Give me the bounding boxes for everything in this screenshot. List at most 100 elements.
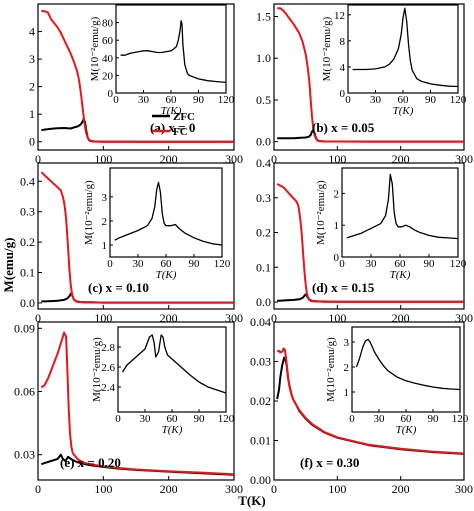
inset-d-y-tick-label: 1: [334, 220, 340, 232]
inset-curve: [355, 338, 461, 391]
inset-a-x-tick-label: 0: [113, 94, 119, 106]
series-fc-line: [40, 171, 234, 304]
inset-a-y-tick-label: 20: [102, 70, 114, 82]
panel-f-x-tick-label: 300: [455, 482, 473, 496]
series-fc-line: [276, 347, 465, 455]
inset-e-y-tick-label: 2.4: [101, 382, 115, 394]
panel-e-y-tick-label: 0.03: [14, 448, 35, 462]
inset-d: 0 30 60 90 120 0 1 2 T(K) M(10⁻²emu/g): [315, 167, 467, 281]
inset-d-y-tick-label: 2: [334, 188, 340, 200]
main-x-axis-label: T(K): [238, 493, 265, 508]
inset-x-axis-label: T(K): [396, 424, 417, 436]
panel-e-y-tick-label: 0.09: [14, 321, 35, 335]
inset-c-frame: [109, 167, 223, 258]
inset-a-y-tick-label: 0: [108, 88, 114, 100]
inset-d-x-tick-label: 0: [339, 258, 345, 270]
inset-x-axis-label: T(K): [390, 269, 411, 281]
inset-f-x-tick-label: 30: [374, 413, 386, 425]
panel-e-x-tick-label: 100: [94, 482, 112, 496]
inset-a-y-tick-label: 80: [102, 18, 114, 30]
inset-a-y-tick-label: 60: [102, 35, 114, 47]
inset-a-x-tick-label: 120: [218, 94, 235, 106]
inset-d-x-tick-label: 30: [366, 258, 378, 270]
inset-y-axis-label: M(10⁻²emu/g): [315, 180, 327, 245]
panel-b-y-tick-label: 1.0: [256, 51, 271, 65]
inset-y-axis-label: M(10⁻²emu/g): [325, 337, 337, 402]
inset-f-y-tick-label: 1: [344, 387, 350, 399]
inset-f-x-tick-label: 90: [428, 413, 440, 425]
panel-d-y-tick-label: 0.1: [256, 260, 271, 274]
inset-b-y-tick-label: 8: [340, 36, 346, 48]
series-fc-line: [41, 9, 234, 143]
panel-c-y-tick-label: 0.0: [20, 296, 35, 310]
panel-a-y-tick-label: 4: [29, 25, 35, 39]
inset-b-x-tick-label: 120: [450, 94, 467, 106]
panel-label: (c) x = 0.10: [88, 280, 149, 295]
inset-e-x-tick-label: 120: [218, 413, 235, 425]
panel-c-y-tick-label: 0.4: [20, 174, 35, 188]
inset-d-x-tick-label: 60: [395, 258, 407, 270]
panel-d-x-tick-label: 0: [271, 311, 277, 325]
inset-a-x-tick-label: 90: [193, 94, 205, 106]
panel-d-y-tick-label: 0.3: [256, 191, 271, 205]
inset-d-x-tick-label: 120: [450, 258, 467, 270]
inset-e-x-tick-label: 90: [194, 413, 206, 425]
inset-y-axis-label: M(10⁻²emu/g): [89, 16, 101, 81]
inset-a-x-tick-label: 60: [166, 94, 178, 106]
inset-e: 0 30 60 90 120 2.4 2.6 2.8 T(K) M(10⁻²emu/g): [91, 326, 235, 436]
inset-c-y-tick-label: 3: [102, 192, 108, 204]
inset-e-x-tick-label: 0: [115, 413, 121, 425]
panel-c-y-tick-label: 0.3: [20, 205, 35, 219]
panel-label: (b) x = 0.05: [312, 120, 375, 135]
inset-b-x-tick-label: 90: [425, 94, 437, 106]
series-fc-line: [276, 183, 464, 303]
inset-f-x-tick-label: 120: [452, 413, 469, 425]
panel-label: (f) x = 0.30: [300, 455, 359, 470]
inset-e-x-tick-label: 30: [140, 413, 152, 425]
inset-a-x-tick-label: 30: [138, 94, 150, 106]
series-fc-line: [40, 331, 235, 476]
inset-e-frame: [117, 326, 227, 413]
panel-a-y-tick-label: 0: [29, 135, 35, 149]
panel-f-x-tick-label: 200: [392, 482, 410, 496]
inset-c: 0 30 60 90 120 1 2 3 T(K) M(10⁻²emu/g): [83, 167, 231, 281]
inset-b-y-tick-label: 4: [340, 62, 346, 74]
panel-e: 0 100 200 300 0.03 0.06 0.09 0 30 60 90 120 2.4 2.6 2.…: [14, 321, 243, 496]
inset-x-axis-label: T(K): [162, 424, 183, 436]
inset-curve: [346, 173, 459, 240]
inset-b-y-tick-label: 12: [334, 10, 345, 22]
inset-d-y-tick-label: 0: [334, 252, 340, 264]
inset-y-axis-label: M(10⁻²emu/g): [83, 180, 95, 245]
inset-c-x-tick-label: 30: [133, 258, 145, 270]
panel-e-x-tick-label: 300: [225, 482, 243, 496]
panel-a-y-tick-label: 3: [29, 52, 35, 66]
inset-c-x-tick-label: 0: [107, 258, 113, 270]
panel-f-y-tick-label: 0.04: [250, 315, 271, 329]
inset-x-axis-label: T(K): [161, 105, 182, 117]
inset-d-frame: [341, 167, 459, 258]
inset-curve: [114, 181, 223, 246]
panel-b-y-tick-label: 0.0: [256, 135, 271, 149]
inset-c-y-tick-label: 1: [102, 240, 108, 252]
panel-b-x-tick-label: 0: [271, 152, 277, 166]
panel-f-y-tick-label: 0.03: [250, 355, 271, 369]
inset-y-axis-label: M(10⁻²emu/g): [321, 16, 333, 81]
inset-c-x-tick-label: 120: [214, 258, 231, 270]
inset-b-x-tick-label: 30: [370, 94, 382, 106]
inset-c-y-tick-label: 2: [102, 216, 108, 228]
inset-c-x-tick-label: 60: [161, 258, 173, 270]
inset-y-axis-label: M(10⁻²emu/g): [91, 337, 103, 402]
inset-x-axis-label: T(K): [156, 269, 177, 281]
panel-d-y-tick-label: 0.2: [256, 226, 271, 240]
inset-curve: [120, 20, 227, 84]
panel-a-x-tick-label: 0: [35, 152, 41, 166]
inset-curve: [352, 7, 459, 88]
inset-f-x-tick-label: 60: [401, 413, 413, 425]
panel-a-y-tick-label: 2: [29, 80, 35, 94]
inset-a-frame: [115, 4, 227, 94]
panel-b-y-tick-label: 0.5: [256, 93, 271, 107]
